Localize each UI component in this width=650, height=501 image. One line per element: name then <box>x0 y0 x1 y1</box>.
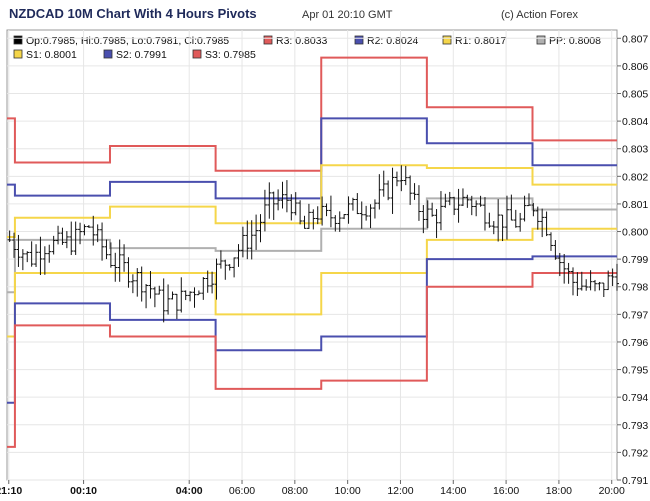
legend-label: PP: 0.8008 <box>549 35 601 47</box>
y-tick-label: 0.802 <box>622 171 648 183</box>
y-tick-label: 0.807 <box>622 33 648 45</box>
legend-label: R3: 0.8033 <box>276 35 328 47</box>
pivot-s2-line <box>7 255 617 404</box>
legend-label: S2: 0.7991 <box>116 49 167 61</box>
x-tick-label: 06:00 <box>229 485 255 497</box>
legend-label: S1: 0.8001 <box>26 49 77 61</box>
y-tick-label: 0.804 <box>622 116 648 128</box>
x-tick-label: 16:00 <box>493 485 519 497</box>
y-tick-label: 0.798 <box>622 282 648 294</box>
legend-swatch <box>354 35 364 45</box>
y-tick-label: 0.800 <box>622 227 648 239</box>
pivot-s1-line <box>7 227 617 338</box>
x-tick-label: 14:00 <box>440 485 466 497</box>
x-tick-label: 12:00 <box>387 485 413 497</box>
y-tick-label: 0.794 <box>622 392 648 404</box>
y-tick-label: 0.791 <box>622 475 648 487</box>
legend-swatch <box>263 35 273 45</box>
pivot-r3-line <box>7 56 617 172</box>
legend-label: S3: 0.7985 <box>205 49 256 61</box>
legend-swatch <box>13 35 23 45</box>
y-axis: 0.807 0.806 0.805 0.804 0.803 0.802 0.801 0.800… <box>617 33 648 487</box>
legend-label: Op:0.7985, Hi:0.7985, Lo:0.7981, Cl:0.79… <box>26 35 229 47</box>
pivot-r2-line <box>7 117 617 200</box>
pivot-s3-line <box>7 271 617 448</box>
x-tick-label: 20:00 <box>599 485 625 497</box>
grid <box>7 30 617 481</box>
legend-label: R1: 0.8017 <box>455 35 507 47</box>
legend-swatch <box>442 35 452 45</box>
x-tick-label: 18:00 <box>546 485 572 497</box>
x-tick-label: 21:10 <box>0 485 22 497</box>
legend-swatch <box>192 49 202 59</box>
x-axis: 21:10 00:10 04:00 06:00 08:00 10:00 12:00 14:00… <box>0 480 625 497</box>
y-tick-label: 0.806 <box>622 61 648 73</box>
pivot-lines <box>7 56 617 448</box>
legend-label: R2: 0.8024 <box>367 35 419 47</box>
pivot-r1-line <box>7 164 617 239</box>
y-tick-label: 0.803 <box>622 144 648 156</box>
x-tick-label: 04:00 <box>176 485 203 497</box>
x-tick-label: 00:10 <box>70 485 97 497</box>
chart-border <box>6 29 618 481</box>
y-tick-label: 0.801 <box>622 199 648 211</box>
legend-swatch <box>13 49 23 59</box>
legend-swatch <box>103 49 113 59</box>
y-tick-label: 0.792 <box>622 447 648 459</box>
y-tick-label: 0.805 <box>622 88 648 100</box>
chart-credit: (c) Action Forex <box>501 9 579 21</box>
chart-title: NZDCAD 10M Chart With 4 Hours Pivots <box>9 6 257 21</box>
pivot-pp-line <box>7 197 617 294</box>
chart-date: Apr 01 20:10 GMT <box>302 9 393 21</box>
x-tick-label: 08:00 <box>282 485 308 497</box>
candles <box>7 165 619 323</box>
legend-swatch <box>536 35 546 45</box>
y-tick-label: 0.793 <box>622 420 648 432</box>
x-tick-label: 10:00 <box>335 485 361 497</box>
y-tick-label: 0.796 <box>622 337 648 349</box>
legend: Op:0.7985, Hi:0.7985, Lo:0.7981, Cl:0.79… <box>13 35 601 61</box>
y-tick-label: 0.799 <box>622 254 648 266</box>
y-tick-label: 0.797 <box>622 309 648 321</box>
y-tick-label: 0.795 <box>622 365 648 377</box>
